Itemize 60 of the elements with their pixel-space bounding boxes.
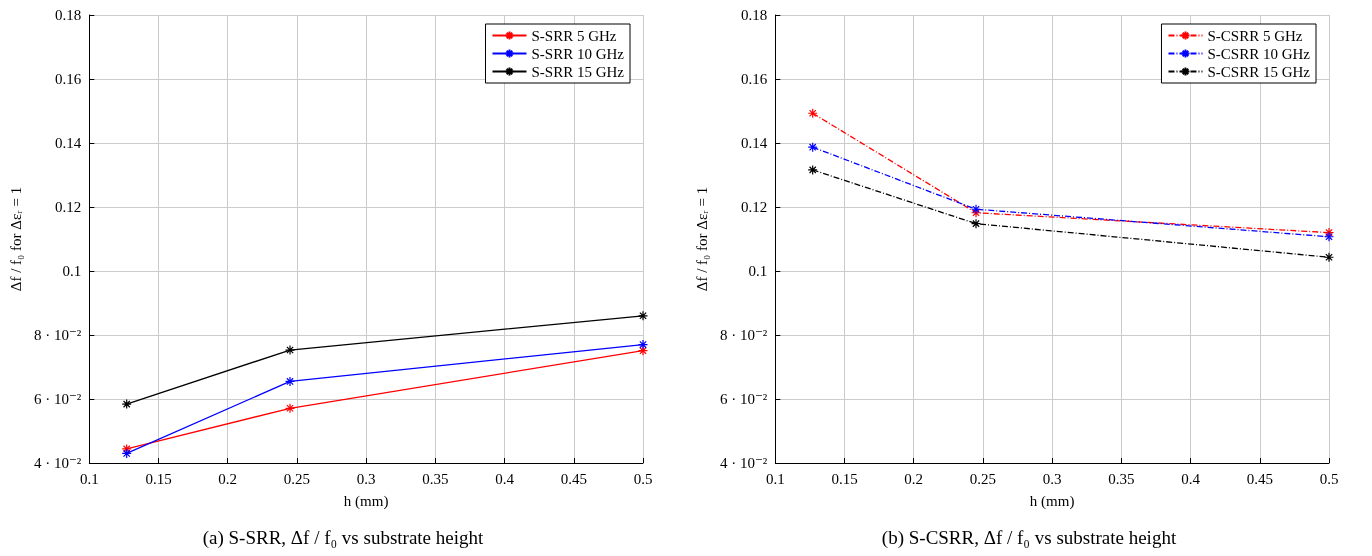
y-axis-title: Δf / f₀ for Δεᵣ = 1 (7, 186, 24, 292)
point (637, 339, 649, 350)
x-tick-label: 0.25 (969, 470, 997, 487)
x-tick-label: 0.5 (633, 470, 653, 487)
x-tick-label: 0.3 (1042, 470, 1062, 487)
point (637, 345, 649, 356)
x-tick-label: 0.1 (765, 470, 785, 487)
y-tick-label: 4 · 10⁻² (719, 455, 768, 471)
point (807, 142, 818, 153)
x-tick-label: 0.4 (1181, 470, 1201, 487)
x-tick-label: 0.35 (422, 470, 449, 487)
legend-label: S-CSRR 15 GHz (1207, 63, 1311, 80)
text: (a) S-SRR, Δf / f₀ vs substrate height (202, 527, 485, 549)
x-tick-label: 0.25 (283, 470, 311, 487)
x-tick-label: 0.4 (495, 470, 515, 487)
y-tick-label: 0.12 (741, 199, 768, 215)
y-tick-label: 0.16 (55, 71, 82, 87)
x-tick-label: 0.15 (831, 470, 858, 487)
y-tick-label: 0.14 (55, 135, 82, 151)
x-tick-label: 0.15 (145, 470, 172, 487)
legend-label: S-CSRR 10 GHz (1207, 45, 1311, 62)
point (1323, 252, 1335, 263)
y-tick-label: 4 · 10⁻² (33, 455, 82, 471)
x-tick-label: 0.5 (1319, 470, 1339, 487)
x-tick-label: 0.2 (904, 470, 924, 487)
point (121, 448, 132, 459)
x-tick-label: 0.1 (79, 470, 99, 487)
x-tick-label: 0.2 (218, 470, 238, 487)
x-axis-title: h (mm) (1029, 492, 1075, 510)
legend-label: S-SRR 5 GHz (531, 27, 617, 44)
point (970, 218, 982, 229)
y-tick-label: 8 · 10⁻² (33, 327, 82, 343)
legend-label: S-SRR 10 GHz (531, 45, 625, 62)
point (121, 399, 132, 410)
y-axis-title: Δf / f₀ for Δεᵣ = 1 (693, 186, 710, 292)
point (284, 403, 296, 414)
x-tick-label: 0.45 (560, 470, 587, 487)
y-tick-label: 6 · 10⁻² (33, 391, 82, 407)
y-tick-label: 0.18 (741, 7, 768, 23)
y-tick-label: 8 · 10⁻² (719, 327, 768, 343)
legend-label: S-CSRR 5 GHz (1207, 27, 1303, 44)
x-tick-label: 0.3 (356, 470, 376, 487)
y-tick-label: 6 · 10⁻² (719, 391, 768, 407)
point (637, 310, 649, 321)
x-tick-label: 0.35 (1108, 470, 1135, 487)
y-tick-label: 0.16 (741, 71, 768, 87)
y-tick-label: 0.12 (55, 199, 82, 215)
point (284, 376, 296, 387)
x-tick-label: 0.45 (1246, 470, 1273, 487)
legend-label: S-SRR 15 GHz (531, 63, 625, 80)
point (807, 108, 818, 119)
point (1323, 231, 1335, 242)
x-axis-title: h (mm) (343, 492, 389, 510)
y-tick-label: 0.18 (55, 7, 82, 23)
point (284, 344, 296, 356)
text: (b) S-CSRR, Δf / f₀ vs substrate height (881, 527, 1177, 549)
point (807, 164, 818, 175)
y-tick-label: 0.14 (741, 135, 768, 151)
y-tick-label: 0.1 (62, 263, 82, 279)
y-tick-label: 0.1 (748, 263, 768, 279)
